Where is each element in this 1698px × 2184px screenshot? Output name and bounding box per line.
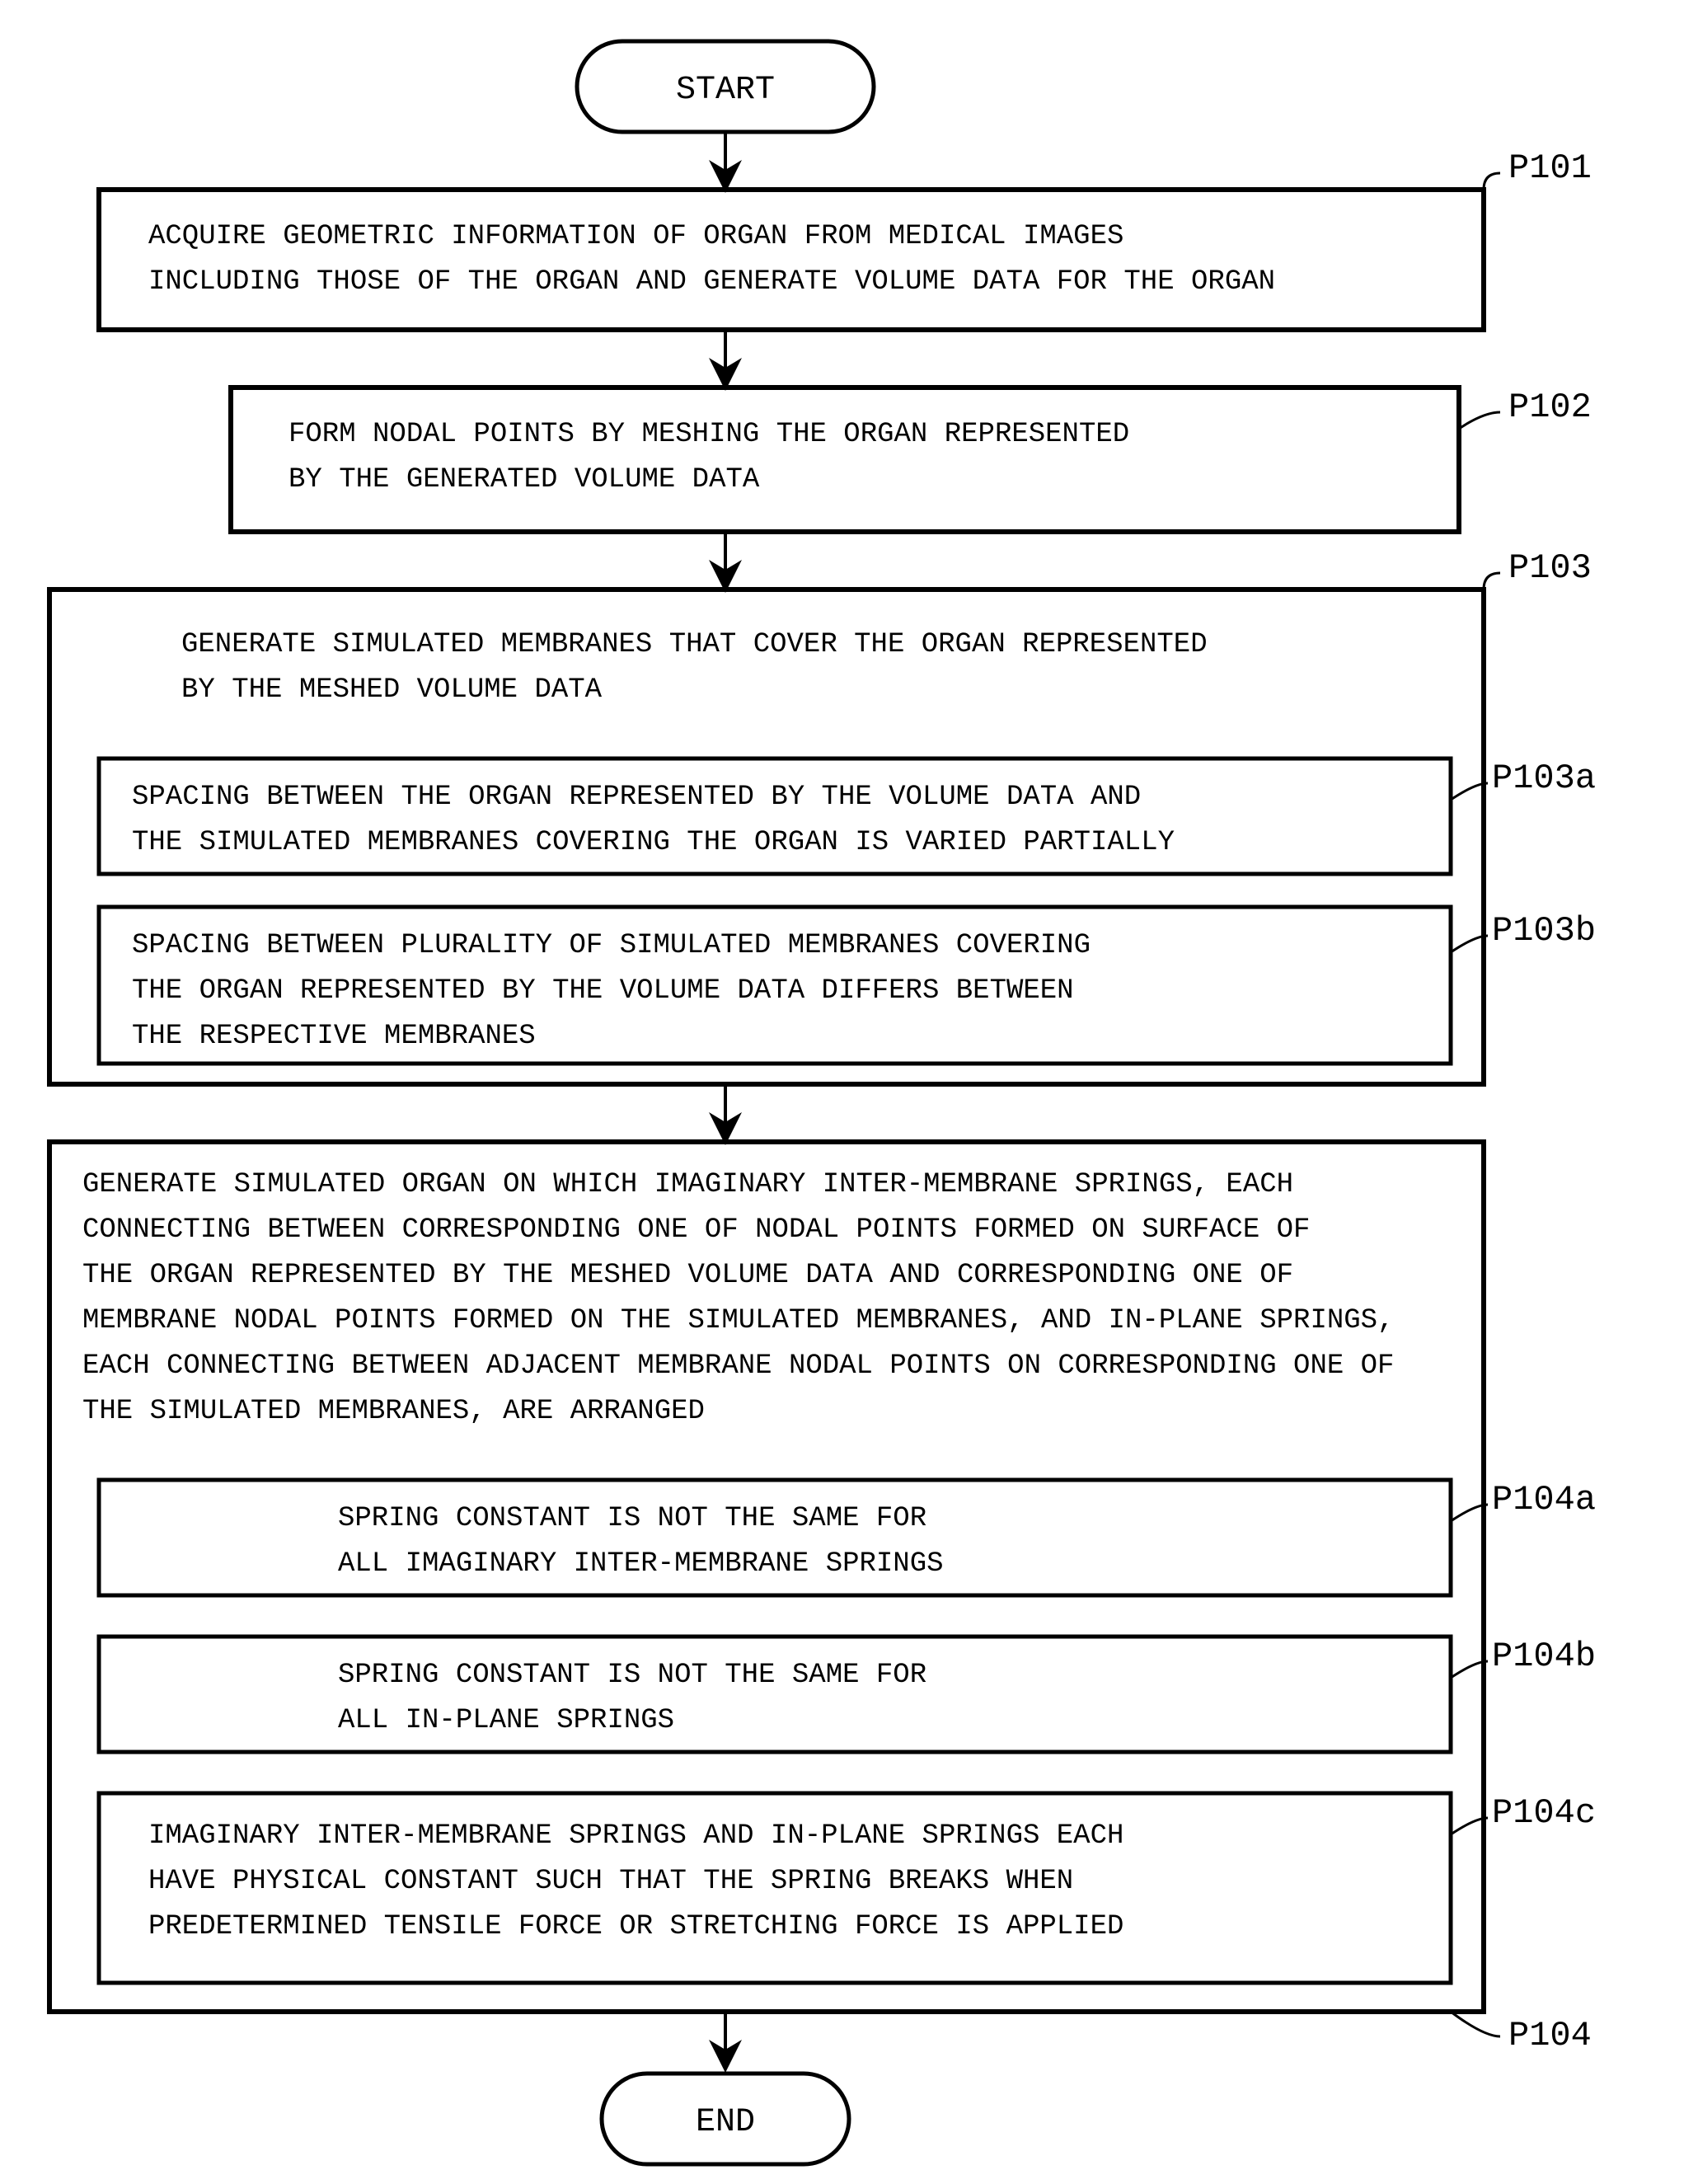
step-text-line: GENERATE SIMULATED MEMBRANES THAT COVER … bbox=[181, 629, 1208, 660]
step-text-line: FORM NODAL POINTS BY MESHING THE ORGAN R… bbox=[288, 419, 1129, 450]
step-text-line: SPRING CONSTANT IS NOT THE SAME FOR bbox=[338, 1503, 926, 1534]
step-text-line: IMAGINARY INTER-MEMBRANE SPRINGS AND IN-… bbox=[148, 1820, 1123, 1852]
start-terminal-label: START bbox=[676, 72, 775, 109]
step-text-line: ACQUIRE GEOMETRIC INFORMATION OF ORGAN F… bbox=[148, 221, 1123, 252]
step-text-line: ALL IN-PLANE SPRINGS bbox=[338, 1705, 674, 1736]
step-text-line: THE RESPECTIVE MEMBRANES bbox=[132, 1021, 536, 1052]
flowchart-container: START END ACQUIRE GEOMETRIC INFORMATION OF… bbox=[0, 0, 1698, 2184]
step-text-line: CONNECTING BETWEEN CORRESPONDING ONE OF … bbox=[82, 1214, 1310, 1246]
step-text-line: HAVE PHYSICAL CONSTANT SUCH THAT THE SPR… bbox=[148, 1866, 1073, 1897]
step-label: P103 bbox=[1508, 548, 1592, 588]
step-text-line: BY THE GENERATED VOLUME DATA bbox=[288, 464, 760, 496]
step-text-line: SPRING CONSTANT IS NOT THE SAME FOR bbox=[338, 1660, 926, 1691]
step-text-line: EACH CONNECTING BETWEEN ADJACENT MEMBRAN… bbox=[82, 1350, 1394, 1382]
step-text-line: PREDETERMINED TENSILE FORCE OR STRETCHIN… bbox=[148, 1911, 1123, 1942]
end-terminal-label: END bbox=[696, 2104, 755, 2141]
step-text-line: THE SIMULATED MEMBRANES, ARE ARRANGED bbox=[82, 1396, 705, 1427]
substep-label: P104c bbox=[1492, 1793, 1596, 1833]
step-text-line: MEMBRANE NODAL POINTS FORMED ON THE SIMU… bbox=[82, 1305, 1394, 1336]
step-text-line: THE ORGAN REPRESENTED BY THE MESHED VOLU… bbox=[82, 1260, 1293, 1291]
step-text-line: ALL IMAGINARY INTER-MEMBRANE SPRINGS bbox=[338, 1548, 944, 1580]
step-text-line: SPACING BETWEEN PLURALITY OF SIMULATED M… bbox=[132, 930, 1091, 961]
substep-label: P103b bbox=[1492, 911, 1596, 951]
step-text-line: BY THE MESHED VOLUME DATA bbox=[181, 674, 603, 706]
step-label: P102 bbox=[1508, 387, 1592, 427]
step-text-line: SPACING BETWEEN THE ORGAN REPRESENTED BY… bbox=[132, 782, 1141, 813]
step-text-line: THE ORGAN REPRESENTED BY THE VOLUME DATA… bbox=[132, 975, 1074, 1007]
step-text-line: THE SIMULATED MEMBRANES COVERING THE ORG… bbox=[132, 827, 1175, 858]
substep-label: P104a bbox=[1492, 1480, 1596, 1519]
step-label: P104 bbox=[1508, 2016, 1592, 2055]
flowchart-svg: START END ACQUIRE GEOMETRIC INFORMATION OF… bbox=[0, 0, 1698, 2184]
substep-label: P104b bbox=[1492, 1637, 1596, 1676]
substep-label: P103a bbox=[1492, 759, 1596, 798]
step-label: P101 bbox=[1508, 148, 1592, 188]
step-text-line: GENERATE SIMULATED ORGAN ON WHICH IMAGIN… bbox=[82, 1169, 1293, 1200]
step-text-line: INCLUDING THOSE OF THE ORGAN AND GENERAT… bbox=[148, 266, 1275, 298]
